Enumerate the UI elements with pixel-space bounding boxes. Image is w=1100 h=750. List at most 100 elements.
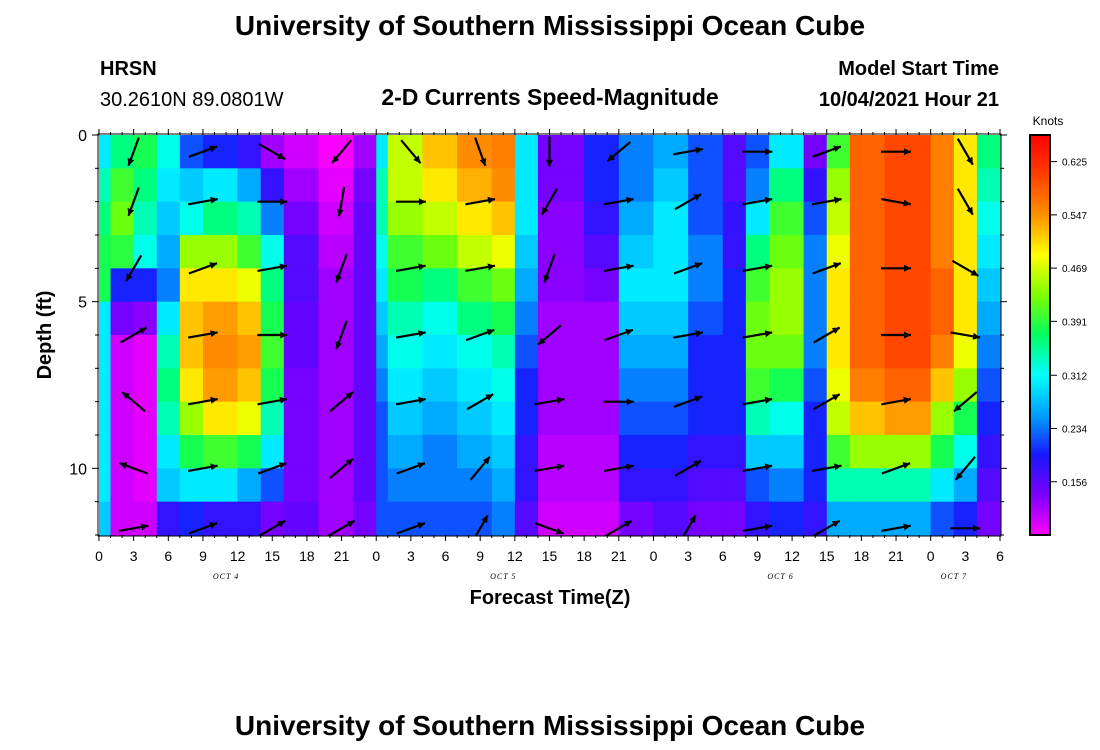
heatmap-cell <box>283 468 320 503</box>
heatmap-cell <box>745 301 770 336</box>
heatmap-cell <box>283 368 320 403</box>
heatmap-cell <box>803 368 828 403</box>
heatmap-cell <box>803 268 828 303</box>
heatmap-cell <box>514 368 539 403</box>
heatmap-cell <box>156 168 181 203</box>
heatmap-cell <box>260 401 285 436</box>
current-vector <box>258 143 286 161</box>
current-vector <box>395 330 426 339</box>
heatmap-cell <box>514 468 539 503</box>
current-vector <box>535 522 564 535</box>
current-vector <box>951 259 979 277</box>
heatmap-cell <box>930 201 955 236</box>
heatmap-cell <box>376 235 389 269</box>
heatmap-cell <box>202 268 239 303</box>
heatmap-cell <box>584 501 620 536</box>
heatmap-cell <box>318 301 354 336</box>
x-axis: 0 3 6 9 12 15 18 21 0 3 6 9 12 15 18 21 0 3 6 9 12 15 18 21 0 3 6 O… <box>95 129 1004 581</box>
current-vector <box>956 138 974 166</box>
current-vector <box>336 186 346 217</box>
heatmap-cell <box>260 335 285 369</box>
heatmap-cell <box>618 368 655 403</box>
heatmap-cell <box>976 268 1001 303</box>
heatmap-cell <box>722 268 747 303</box>
heatmap-cell <box>491 335 516 369</box>
heatmap-cell <box>353 401 377 436</box>
heatmap-cell <box>491 368 516 403</box>
heatmap-cell <box>514 435 539 469</box>
heatmap-cell <box>457 268 493 303</box>
heatmap-cell <box>688 235 724 269</box>
heatmap-cell <box>584 135 620 169</box>
x-tick-label: 0 <box>95 548 103 564</box>
heatmap-cell <box>722 335 747 369</box>
heatmap-cell <box>537 168 585 203</box>
heatmap-cell <box>387 368 424 403</box>
heatmap-cell <box>930 501 955 536</box>
heatmap-cell <box>353 335 377 369</box>
current-vector <box>954 456 976 481</box>
current-vector <box>125 254 143 282</box>
heatmap-cell <box>514 235 539 269</box>
heatmap-cell <box>584 301 620 336</box>
heatmap-cell <box>976 135 1001 169</box>
current-vector <box>119 462 149 475</box>
heatmap-cell <box>156 135 181 169</box>
heatmap-cell <box>387 268 424 303</box>
heatmap-cell <box>237 268 262 303</box>
heatmap-cell <box>653 368 689 403</box>
heatmap-cell <box>653 468 689 503</box>
current-vector <box>603 196 634 206</box>
heatmap-cell <box>260 201 285 236</box>
heatmap-cell <box>376 135 389 169</box>
heatmap-cell <box>133 368 158 403</box>
heatmap-cell <box>722 435 747 469</box>
heatmap-cell <box>283 335 320 369</box>
heatmap-cell <box>653 235 689 269</box>
heatmap-cell <box>99 301 112 336</box>
heatmap-cell <box>376 501 389 536</box>
heatmap-cell <box>537 268 585 303</box>
heatmap-cell <box>179 135 204 169</box>
heatmap-cell <box>514 268 539 303</box>
current-vector <box>541 188 558 216</box>
heatmap-cell <box>849 435 886 469</box>
heatmap-cell <box>768 435 805 469</box>
current-vector <box>742 396 773 406</box>
heatmap-cell <box>884 368 932 403</box>
heatmap-cell <box>156 435 181 469</box>
current-vector <box>257 263 288 272</box>
x-tick-label: 6 <box>164 548 172 564</box>
heatmap-cell <box>953 301 978 336</box>
current-vector <box>881 396 911 406</box>
heatmap-cell <box>110 368 135 403</box>
footer-title: University of Southern Mississippi Ocean… <box>235 710 865 741</box>
heatmap-cell <box>745 401 770 436</box>
heatmap-cell <box>179 368 204 403</box>
current-vector <box>465 328 495 342</box>
heatmap-cell <box>457 235 493 269</box>
heatmap-cell <box>618 435 655 469</box>
heatmap-cell <box>491 301 516 336</box>
model-start-label: Model Start Time <box>838 58 999 80</box>
heatmap-cell <box>387 135 424 169</box>
heatmap-cell <box>722 235 747 269</box>
heatmap-cell <box>803 501 828 536</box>
heatmap-cell <box>491 435 516 469</box>
current-vector <box>881 523 911 532</box>
heatmap-cell <box>237 401 262 436</box>
heatmap-cell <box>930 401 955 436</box>
x-axis-label: Forecast Time(Z) <box>470 587 631 609</box>
current-vector <box>674 459 702 477</box>
heatmap-cell <box>422 335 458 369</box>
heatmap-cell <box>457 435 493 469</box>
current-vector <box>465 196 496 206</box>
heatmap-cell <box>237 335 262 369</box>
current-vector <box>188 522 218 535</box>
heatmap-cell <box>618 201 655 236</box>
heatmap-cell <box>768 368 805 403</box>
heatmap-cell <box>849 368 886 403</box>
heatmap-cell <box>930 235 955 269</box>
heatmap-cell <box>884 335 932 369</box>
heatmap-cell <box>976 235 1001 269</box>
